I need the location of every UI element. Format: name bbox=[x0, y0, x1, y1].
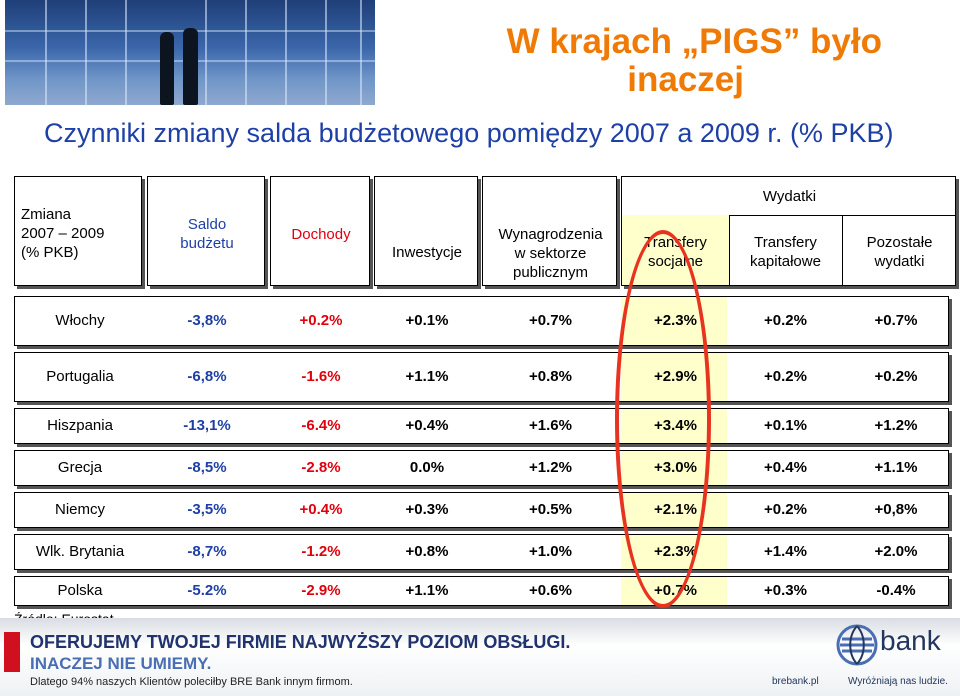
saldo-value: -5.2% bbox=[187, 582, 227, 599]
dochody-value: -1.2% bbox=[301, 543, 341, 560]
header-inwestycje: Inwestycje bbox=[374, 176, 478, 286]
header-wynagrodzenia-line-3: publicznym bbox=[512, 264, 589, 281]
transfery-kapitalowe-value: +0.1% bbox=[764, 417, 807, 434]
inwestycje-value: +1.1% bbox=[405, 368, 449, 385]
transfery-kapitalowe-value: +0.2% bbox=[764, 368, 807, 385]
country-name: Hiszpania bbox=[47, 417, 113, 434]
bank-brand-name: bank bbox=[880, 625, 941, 656]
table-row: Portugalia -6,8% -1.6% +1.1% +0.8% +2.9%… bbox=[14, 352, 949, 402]
header-wynagrodzenia-line-2: w sektorze bbox=[514, 245, 587, 262]
wynagrodzenia-value: +0.6% bbox=[529, 582, 572, 599]
saldo-value: -3,5% bbox=[187, 501, 227, 518]
saldo-value: -13,1% bbox=[183, 417, 231, 434]
header-dochody-label: Dochody bbox=[291, 226, 351, 243]
pozostale-value: +1.1% bbox=[874, 459, 918, 476]
banner-claim: Dlatego 94% naszych Klientów poleciłby B… bbox=[30, 676, 353, 688]
header-transfery-kapitalowe-line-2: kapitałowe bbox=[750, 253, 821, 270]
wynagrodzenia-value: +1.6% bbox=[529, 417, 572, 434]
bank-url: brebank.pl bbox=[772, 676, 819, 687]
saldo-value: -8,5% bbox=[187, 459, 227, 476]
inwestycje-value: +1.1% bbox=[405, 582, 449, 599]
transfery-kapitalowe-value: +0.4% bbox=[764, 459, 807, 476]
header-pozostale-line-2: wydatki bbox=[874, 253, 925, 270]
wynagrodzenia-value: +0.7% bbox=[529, 312, 572, 329]
transfery-kapitalowe-value: +0.2% bbox=[764, 312, 807, 329]
pozostale-value: -0.4% bbox=[876, 582, 916, 599]
header-photo bbox=[5, 0, 375, 105]
dochody-value: -2.9% bbox=[301, 582, 341, 599]
country-name: Portugalia bbox=[46, 368, 114, 385]
header-zmiana: Zmiana 2007 – 2009 (% PKB) bbox=[14, 176, 142, 286]
bank-slogan: Wyróżniają nas ludzie. bbox=[848, 676, 948, 687]
header-zmiana-line-3: (% PKB) bbox=[21, 244, 79, 261]
header-inwestycje-label: Inwestycje bbox=[391, 244, 463, 261]
banner-red-accent bbox=[4, 632, 20, 672]
saldo-value: -3,8% bbox=[187, 312, 227, 329]
header-wynagrodzenia: Wynagrodzenia w sektorze publicznym bbox=[482, 176, 617, 286]
header-wynagrodzenia-line-1: Wynagrodzenia bbox=[498, 226, 603, 243]
inwestycje-value: +0.4% bbox=[405, 417, 449, 434]
header-transfery-kapitalowe-line-1: Transfery bbox=[754, 234, 817, 251]
slide-title-line-1: W krajach „PIGS” było bbox=[506, 22, 882, 61]
pozostale-value: +0,8% bbox=[874, 501, 918, 518]
country-name: Wlk. Brytania bbox=[35, 543, 125, 560]
country-name: Polska bbox=[57, 582, 103, 599]
inwestycje-value: 0.0% bbox=[409, 459, 445, 476]
slide-subtitle: Czynniki zmiany salda budżetowego pomięd… bbox=[44, 118, 894, 148]
pozostale-value: +1.2% bbox=[874, 417, 918, 434]
table-row: Polska -5.2% -2.9% +1.1% +0.6% +0.7% +0.… bbox=[14, 576, 949, 606]
country-name: Niemcy bbox=[54, 501, 105, 518]
header-dochody: Dochody bbox=[270, 176, 370, 286]
banner-headline: OFERUJEMY TWOJEJ FIRMIE NAJWYŻSZY POZIOM… bbox=[30, 632, 571, 652]
transfery-kapitalowe-value: +0.2% bbox=[764, 501, 807, 518]
saldo-value: -6,8% bbox=[187, 368, 227, 385]
header-zmiana-line-1: Zmiana bbox=[21, 206, 72, 223]
slide-title-line-2: inaczej bbox=[627, 60, 744, 99]
dochody-value: -6.4% bbox=[301, 417, 341, 434]
header-saldo: Saldo budżetu bbox=[147, 176, 265, 286]
header-wydatki-label: Wydatki bbox=[762, 188, 817, 205]
header-zmiana-line-2: 2007 – 2009 bbox=[21, 225, 105, 242]
table-row: Niemcy -3,5% +0.4% +0.3% +0.5% +2.1% +0.… bbox=[14, 492, 949, 528]
bank-globe-icon bbox=[836, 624, 878, 666]
wynagrodzenia-value: +0.8% bbox=[529, 368, 572, 385]
banner-tagline: INACZEJ NIE UMIEMY. bbox=[30, 654, 212, 673]
highlight-oval bbox=[615, 230, 711, 608]
country-name: Włochy bbox=[55, 312, 105, 329]
dochody-value: -1.6% bbox=[301, 368, 341, 385]
country-name: Grecja bbox=[57, 459, 103, 476]
wynagrodzenia-value: +0.5% bbox=[529, 501, 572, 518]
table-row: Grecja -8,5% -2.8% 0.0% +1.2% +3.0% +0.4… bbox=[14, 450, 949, 486]
budget-factors-table: Zmiana 2007 – 2009 (% PKB) Saldo budżetu… bbox=[14, 176, 956, 606]
dochody-value: -2.8% bbox=[301, 459, 341, 476]
dochody-value: +0.2% bbox=[299, 312, 343, 329]
transfery-kapitalowe-value: +0.3% bbox=[764, 582, 807, 599]
header-saldo-line-2: budżetu bbox=[180, 235, 234, 252]
inwestycje-value: +0.8% bbox=[405, 543, 449, 560]
header-saldo-line-1: Saldo bbox=[187, 216, 227, 233]
table-row: Włochy -3,8% +0.2% +0.1% +0.7% +2.3% +0.… bbox=[14, 296, 949, 346]
wynagrodzenia-value: +1.2% bbox=[529, 459, 572, 476]
inwestycje-value: +0.3% bbox=[405, 501, 449, 518]
pozostale-value: +2.0% bbox=[874, 543, 918, 560]
table-row: Hiszpania -13,1% -6.4% +0.4% +1.6% +3.4%… bbox=[14, 408, 949, 444]
transfery-kapitalowe-value: +1.4% bbox=[764, 543, 807, 560]
header-pozostale-line-1: Pozostałe bbox=[866, 234, 933, 251]
ad-banner bbox=[0, 618, 960, 696]
dochody-value: +0.4% bbox=[299, 501, 343, 518]
inwestycje-value: +0.1% bbox=[405, 312, 449, 329]
saldo-value: -8,7% bbox=[187, 543, 227, 560]
table-row: Wlk. Brytania -8,7% -1.2% +0.8% +1.0% +2… bbox=[14, 534, 949, 570]
wynagrodzenia-value: +1.0% bbox=[529, 543, 572, 560]
pozostale-value: +0.7% bbox=[874, 312, 918, 329]
pozostale-value: +0.2% bbox=[874, 368, 918, 385]
